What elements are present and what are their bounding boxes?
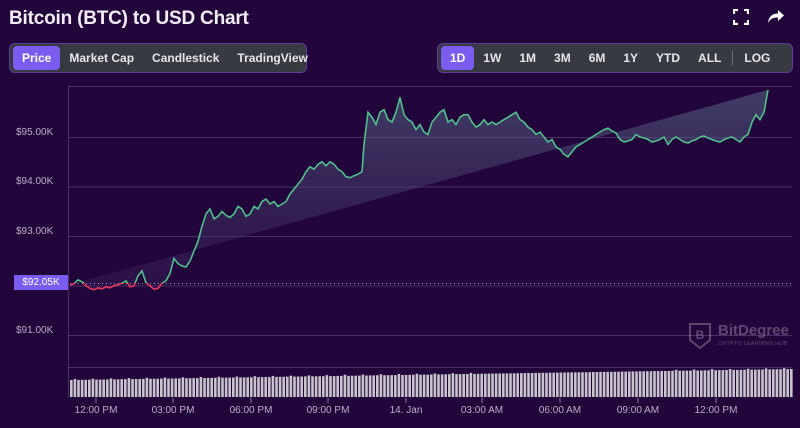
- range-1m[interactable]: 1M: [519, 51, 537, 65]
- range-3m[interactable]: 3M: [554, 51, 571, 65]
- divider: [732, 51, 734, 65]
- y-tick-93k: $93.00K: [16, 226, 54, 237]
- tab-candlestick[interactable]: Candlestick: [152, 51, 220, 65]
- x-tick-label: 03:00 AM: [460, 405, 504, 416]
- tab-price[interactable]: Price: [13, 46, 61, 70]
- bitdegree-logo-icon: B: [689, 323, 711, 350]
- fullscreen-icon[interactable]: [732, 8, 753, 29]
- tab-market-cap[interactable]: Market Cap: [69, 51, 135, 65]
- log-toggle[interactable]: LOG: [744, 51, 771, 65]
- range-1y[interactable]: 1Y: [623, 51, 639, 65]
- range-6m[interactable]: 6M: [588, 51, 606, 65]
- share-icon[interactable]: [767, 9, 787, 29]
- range-ytd[interactable]: YTD: [656, 51, 681, 65]
- x-tick-label: 12:00 PM: [74, 405, 118, 416]
- x-tick-label: 09:00 PM: [306, 405, 350, 416]
- range-1d[interactable]: 1D: [441, 46, 475, 70]
- page-title: Bitcoin (BTC) to USD Chart: [9, 8, 249, 29]
- volume-bars: [70, 368, 793, 397]
- current-price-badge: $92.05K: [14, 275, 68, 290]
- y-tick-91k: $91.00K: [16, 325, 54, 336]
- y-tick-94k: $94.00K: [16, 176, 54, 187]
- bitdegree-watermark: B BitDegree CRYPTO LEARNING HUB: [688, 322, 789, 355]
- y-tick-95k: $95.00K: [16, 127, 54, 138]
- chart-type-tabs: Price Market Cap Candlestick TradingView: [9, 43, 308, 73]
- x-axis-ticks: [95, 398, 717, 403]
- watermark-brand: BitDegree: [718, 322, 789, 339]
- price-area: [70, 89, 768, 290]
- time-range-tabs: 1D 1W 1M 3M 6M 1Y YTD ALL LOG: [437, 43, 793, 73]
- svg-text:B: B: [696, 328, 705, 342]
- watermark-tagline: CRYPTO LEARNING HUB: [718, 341, 788, 347]
- x-tick-label: 06:00 AM: [538, 405, 582, 416]
- x-tick-label: 03:00 PM: [151, 405, 195, 416]
- x-tick-label: 14. Jan: [389, 405, 423, 416]
- range-1w[interactable]: 1W: [483, 51, 502, 65]
- x-tick-label: 09:00 AM: [616, 405, 660, 416]
- x-tick-label: 06:00 PM: [229, 405, 273, 416]
- x-tick-label: 12:00 PM: [694, 405, 738, 416]
- price-line-up: [73, 89, 769, 283]
- range-all[interactable]: ALL: [698, 51, 722, 65]
- tab-tradingview[interactable]: TradingView: [237, 51, 308, 65]
